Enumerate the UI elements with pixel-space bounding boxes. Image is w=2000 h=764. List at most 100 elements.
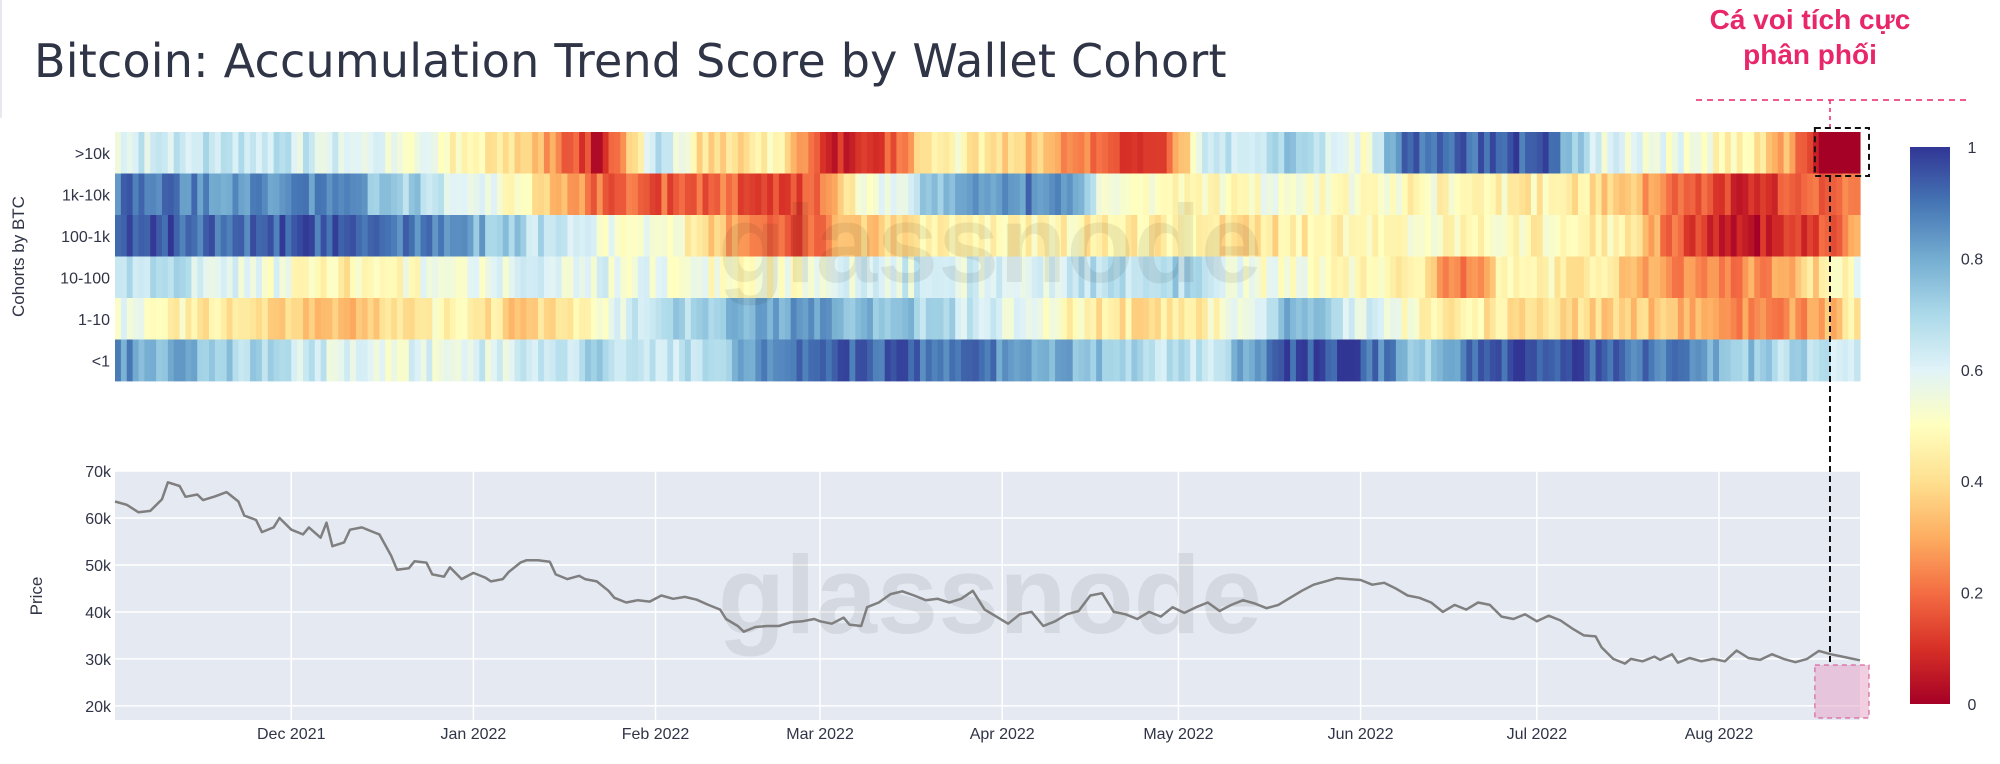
heatmap-cell bbox=[414, 173, 422, 216]
heatmap-cell bbox=[314, 132, 322, 174]
heatmap-cell bbox=[1448, 256, 1456, 299]
heatmap-cell bbox=[890, 132, 898, 174]
heatmap-cell bbox=[508, 298, 516, 340]
heatmap-cell bbox=[966, 339, 974, 382]
heatmap-cell bbox=[314, 256, 322, 299]
heatmap-cell bbox=[332, 298, 339, 340]
heatmap-cell bbox=[737, 215, 745, 257]
heatmap-cell bbox=[438, 298, 445, 340]
heatmap-cell bbox=[1143, 298, 1150, 340]
heatmap-cell bbox=[367, 215, 375, 257]
heatmap-cell bbox=[232, 256, 239, 299]
heatmap-cell bbox=[1031, 173, 1039, 216]
heatmap-cell bbox=[520, 339, 527, 382]
heatmap-cell bbox=[614, 256, 621, 299]
heatmap-cell bbox=[831, 339, 839, 382]
heatmap-cell bbox=[1031, 298, 1039, 340]
heatmap-cell bbox=[526, 173, 533, 216]
heatmap-cell bbox=[1654, 173, 1661, 216]
heatmap-cell bbox=[332, 215, 339, 257]
heatmap-cell bbox=[843, 173, 851, 216]
heatmap-cell bbox=[1084, 339, 1091, 382]
heatmap-cell bbox=[1589, 173, 1597, 216]
heatmap-cell bbox=[1566, 298, 1573, 340]
heatmap-cell bbox=[608, 256, 616, 299]
heatmap-cell bbox=[1190, 173, 1197, 216]
heatmap-cell bbox=[649, 298, 657, 340]
heatmap-cell bbox=[1196, 256, 1203, 299]
heatmap-cell bbox=[1648, 256, 1655, 299]
heatmap-cell bbox=[1031, 339, 1039, 382]
heatmap-cell bbox=[1290, 173, 1297, 216]
heatmap-cell bbox=[1613, 132, 1620, 174]
heatmap-cell bbox=[1407, 256, 1415, 299]
heatmap-cell bbox=[990, 173, 997, 216]
heatmap-cell bbox=[590, 298, 598, 340]
heatmap-cell bbox=[1489, 256, 1497, 299]
price-y-tick-label: 60k bbox=[85, 511, 112, 528]
heatmap-cell bbox=[285, 215, 292, 257]
heatmap-cell bbox=[1102, 298, 1109, 340]
heatmap-cell bbox=[1607, 132, 1614, 174]
heatmap-cell bbox=[191, 215, 198, 257]
heatmap-cell bbox=[1718, 215, 1726, 257]
heatmap-cell bbox=[1425, 298, 1432, 340]
heatmap-cell bbox=[1666, 132, 1673, 174]
heatmap-cell bbox=[914, 215, 921, 257]
heatmap-cell bbox=[1636, 339, 1644, 382]
heatmap-cell bbox=[126, 256, 134, 299]
heatmap-cell bbox=[1695, 298, 1702, 340]
heatmap-cell bbox=[802, 298, 809, 340]
heatmap-cell bbox=[203, 256, 210, 299]
heatmap-cell bbox=[502, 339, 510, 382]
heatmap-cell bbox=[1049, 173, 1056, 216]
heatmap-cell bbox=[1677, 132, 1685, 174]
heatmap-cell bbox=[355, 339, 363, 382]
heatmap-cell bbox=[1718, 256, 1726, 299]
heatmap-cell bbox=[1137, 173, 1144, 216]
price-x-tick-label: Aug 2022 bbox=[1685, 726, 1754, 743]
heatmap-cell bbox=[919, 215, 927, 257]
heatmap-cell bbox=[1748, 132, 1755, 174]
heatmap-cell bbox=[896, 298, 903, 340]
heatmap-cell bbox=[1213, 339, 1221, 382]
heatmap-cell bbox=[855, 339, 862, 382]
heatmap-cell bbox=[1483, 173, 1491, 216]
heatmap-cell bbox=[385, 339, 392, 382]
heatmap-cell bbox=[1219, 256, 1227, 299]
heatmap-cell bbox=[1689, 132, 1697, 174]
heatmap-cell bbox=[297, 339, 304, 382]
heatmap-cell bbox=[643, 215, 651, 257]
heatmap-cell bbox=[1636, 215, 1644, 257]
heatmap-cell bbox=[1213, 298, 1221, 340]
heatmap-cell bbox=[643, 339, 651, 382]
heatmap-cell bbox=[831, 215, 839, 257]
heatmap-cell bbox=[1225, 298, 1232, 340]
heatmap-cell bbox=[726, 256, 733, 299]
heatmap-cell bbox=[444, 132, 451, 174]
heatmap-cell bbox=[1325, 256, 1332, 299]
heatmap-cell bbox=[532, 339, 539, 382]
heatmap-cell bbox=[1107, 215, 1115, 257]
heatmap-cell bbox=[602, 173, 610, 216]
heatmap-cell bbox=[690, 173, 698, 216]
heatmap-cell bbox=[267, 132, 275, 174]
heatmap-cell bbox=[590, 339, 598, 382]
heatmap-cell bbox=[1783, 173, 1791, 216]
heatmap-cell bbox=[150, 173, 157, 216]
heatmap-cell bbox=[1466, 132, 1473, 174]
heatmap-cell bbox=[1771, 298, 1779, 340]
heatmap-cell bbox=[1642, 256, 1650, 299]
heatmap-cell bbox=[1601, 132, 1608, 174]
heatmap-cell bbox=[1671, 132, 1679, 174]
heatmap-cell bbox=[320, 339, 328, 382]
heatmap-cell bbox=[1818, 173, 1826, 216]
heatmap-cell bbox=[520, 215, 527, 257]
heatmap-cell bbox=[1789, 256, 1796, 299]
heatmap-cell bbox=[449, 298, 457, 340]
heatmap-cell bbox=[1184, 339, 1191, 382]
heatmap-cell bbox=[1554, 298, 1561, 340]
heatmap-cell bbox=[567, 339, 574, 382]
heatmap-cell bbox=[167, 256, 175, 299]
heatmap-cell bbox=[1149, 173, 1156, 216]
